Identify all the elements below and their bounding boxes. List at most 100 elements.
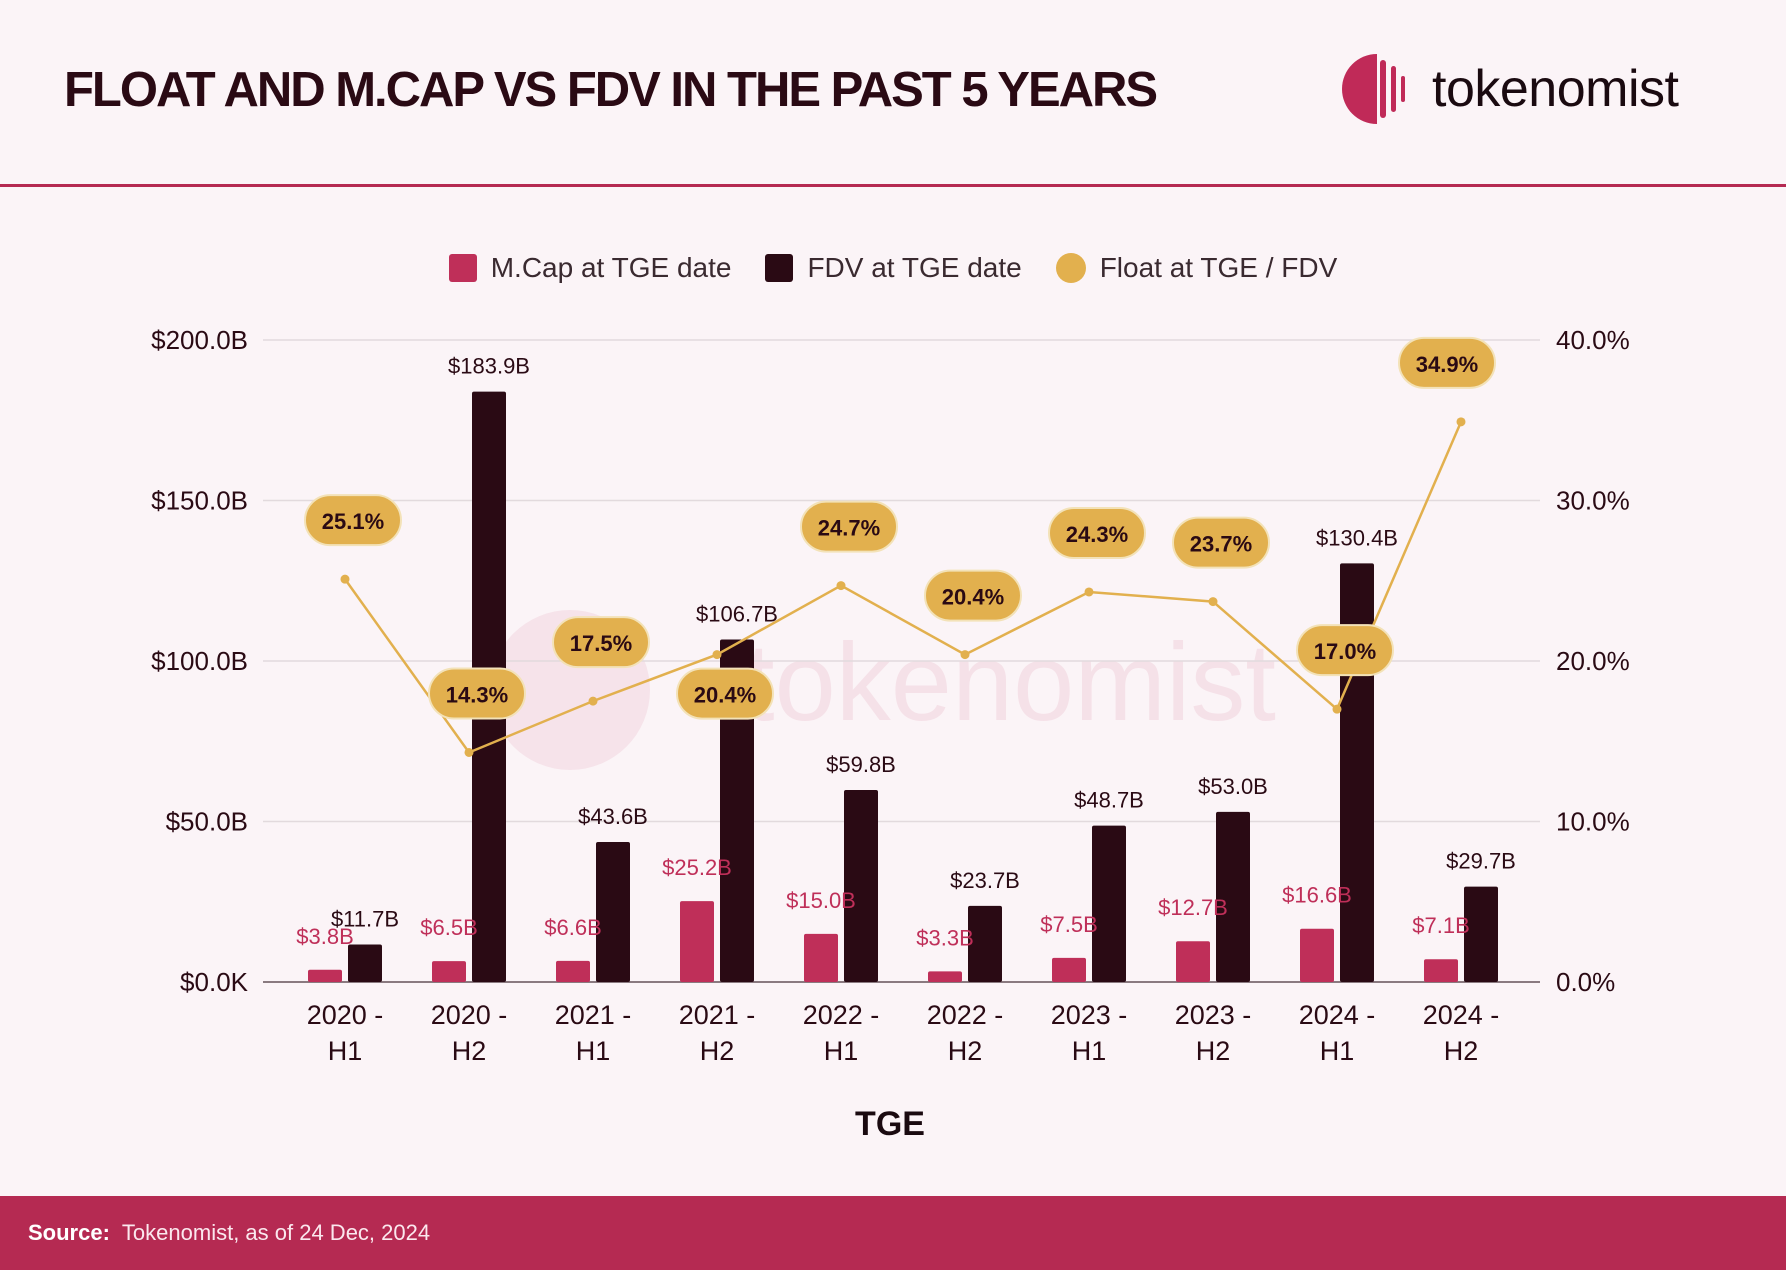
x-tick-label: 2021 - [555, 1000, 632, 1030]
float-data-label: 14.3% [446, 682, 508, 707]
legend-item-fdv: FDV at TGE date [765, 252, 1022, 284]
float-data-label: 24.7% [818, 516, 880, 541]
x-tick-label: 2020 - [307, 1000, 384, 1030]
mcap-data-label: $3.8B [296, 924, 354, 949]
footer: Source: Tokenomist, as of 24 Dec, 2024 [0, 1196, 1786, 1270]
x-tick-label: H2 [948, 1036, 983, 1066]
float-point [1456, 417, 1466, 427]
y-right-tick-label: 40.0% [1556, 325, 1630, 355]
legend-item-mcap: M.Cap at TGE date [448, 252, 732, 284]
x-axis-title: TGE [855, 1105, 925, 1143]
x-tick-label: H1 [1072, 1036, 1107, 1066]
fdv-bar [1464, 886, 1498, 982]
x-tick-label: H2 [452, 1036, 487, 1066]
mcap-data-label: $15.0B [786, 888, 856, 913]
float-label-bubble [1048, 506, 1146, 559]
y-left-tick-label: $50.0B [166, 807, 248, 837]
x-tick-label: 2021 - [679, 1000, 756, 1030]
float-label-bubble [552, 616, 650, 669]
float-label-bubble [924, 569, 1022, 622]
fdv-data-label: $11.7B [331, 906, 399, 931]
legend: M.Cap at TGE date FDV at TGE date Float … [0, 252, 1786, 284]
mcap-data-label: $16.6B [1282, 883, 1352, 908]
mcap-data-label: $7.1B [1412, 913, 1470, 938]
fdv-data-label: $59.8B [826, 752, 896, 777]
y-right-tick-label: 20.0% [1556, 646, 1630, 676]
fdv-data-label: $106.7B [696, 601, 778, 626]
x-tick-label: 2022 - [927, 1000, 1004, 1030]
logo-mark-icon [1342, 54, 1405, 124]
source-text: Tokenomist, as of 24 Dec, 2024 [121, 1220, 431, 1245]
fdv-data-label: $48.7B [1074, 788, 1144, 813]
float-data-label: 17.0% [1314, 639, 1376, 664]
y-right-tick-label: 30.0% [1556, 486, 1630, 516]
float-point [1332, 704, 1342, 714]
mcap-bar [556, 960, 590, 982]
x-tick-label: H1 [1320, 1036, 1355, 1066]
y-right-tick-label: 10.0% [1556, 807, 1630, 837]
float-data-label: 34.9% [1416, 352, 1478, 377]
fdv-bar [968, 905, 1002, 982]
float-data-label: 25.1% [322, 509, 384, 534]
float-point [464, 747, 474, 757]
float-point [712, 650, 722, 660]
x-tick-label: H1 [328, 1036, 363, 1066]
x-tick-label: 2024 - [1423, 1000, 1500, 1030]
legend-label: M.Cap at TGE date [490, 252, 732, 283]
float-label-bubble [304, 494, 402, 547]
fdv-data-label: $43.6B [578, 804, 648, 829]
fdv-bar [1216, 811, 1250, 982]
x-tick-label: 2022 - [803, 1000, 880, 1030]
mcap-bar [432, 961, 466, 982]
float-label-bubble [1296, 624, 1394, 677]
float-data-label: 20.4% [694, 683, 756, 708]
fdv-bar [348, 944, 382, 982]
x-tick-label: H2 [1444, 1036, 1479, 1066]
watermark: tokenomist [744, 621, 1276, 744]
mcap-data-label: $6.5B [420, 915, 478, 940]
float-data-label: 24.3% [1066, 522, 1128, 547]
fdv-data-label: $53.0B [1198, 774, 1268, 799]
source-label: Source: [28, 1220, 110, 1245]
mcap-bar [1052, 957, 1086, 982]
y-left-tick-label: $150.0B [151, 486, 248, 516]
legend-label: Float at TGE / FDV [1099, 252, 1338, 283]
y-left-tick-label: $0.0K [180, 967, 249, 997]
mcap-bar [680, 901, 714, 982]
fdv-bar [596, 842, 630, 982]
float-point [836, 581, 846, 591]
legend-item-float: Float at TGE / FDV [1055, 252, 1338, 284]
x-tick-label: 2020 - [431, 1000, 508, 1030]
fdv-data-label: $183.9B [448, 354, 530, 379]
mcap-data-label: $12.7B [1158, 895, 1228, 920]
float-label-bubble [800, 500, 898, 553]
mcap-bar [1424, 959, 1458, 982]
float-data-label: 23.7% [1190, 532, 1252, 557]
fdv-swatch [765, 254, 794, 282]
fdv-data-label: $130.4B [1316, 525, 1398, 550]
x-tick-label: H2 [700, 1036, 735, 1066]
float-point [1208, 597, 1218, 607]
x-tick-label: H1 [824, 1036, 859, 1066]
x-tick-label: 2023 - [1051, 1000, 1128, 1030]
x-tick-label: H2 [1196, 1036, 1231, 1066]
float-line [343, 421, 1463, 755]
float-point [1084, 587, 1094, 597]
mcap-data-label: $3.3B [916, 925, 974, 950]
float-point [960, 650, 970, 660]
x-tick-label: H1 [576, 1036, 611, 1066]
mcap-data-label: $6.6B [544, 915, 602, 940]
mcap-bar [804, 933, 838, 982]
chart-title: FLOAT AND M.CAP VS FDV IN THE PAST 5 YEA… [64, 63, 1158, 117]
mcap-data-label: $25.2B [662, 855, 732, 880]
tokenomist-logo: tokenomist [1340, 52, 1679, 126]
fdv-bar [1092, 825, 1126, 982]
logo-text: tokenomist [1432, 60, 1679, 118]
float-label-bubble [1398, 336, 1496, 389]
fdv-data-label: $29.7B [1446, 849, 1516, 874]
float-data-label: 17.5% [570, 631, 632, 656]
x-tick-label: 2023 - [1175, 1000, 1252, 1030]
fdv-bar [844, 790, 878, 982]
float-label-bubble [676, 667, 774, 720]
float-label-bubble [428, 667, 526, 720]
